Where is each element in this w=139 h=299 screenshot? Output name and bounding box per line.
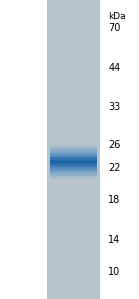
Bar — [50, 179, 97, 180]
Bar — [50, 164, 97, 165]
Text: 33: 33 — [108, 102, 121, 112]
Text: 22: 22 — [108, 163, 121, 173]
Bar — [50, 156, 97, 157]
Bar — [50, 174, 97, 175]
Bar — [50, 147, 97, 148]
Bar — [50, 145, 97, 146]
Bar — [50, 157, 97, 158]
Bar — [50, 146, 97, 147]
Bar — [50, 155, 97, 156]
Bar — [50, 170, 97, 171]
Text: 70: 70 — [108, 23, 121, 33]
Text: 14: 14 — [108, 235, 121, 245]
Bar — [50, 159, 97, 160]
Bar — [50, 150, 97, 151]
Bar — [50, 154, 97, 155]
Bar — [50, 176, 97, 177]
Bar — [50, 166, 97, 167]
Text: 10: 10 — [108, 267, 121, 277]
Bar — [50, 168, 97, 169]
Bar — [50, 144, 97, 145]
Bar — [50, 158, 97, 159]
Bar — [50, 152, 97, 153]
Bar — [50, 178, 97, 179]
Text: kDa: kDa — [108, 12, 126, 21]
Bar — [50, 162, 97, 163]
Bar — [50, 149, 97, 150]
Bar — [47, 0, 100, 299]
Bar — [50, 151, 97, 152]
Bar — [50, 163, 97, 164]
Bar — [50, 172, 97, 173]
Bar — [50, 153, 97, 154]
Text: 18: 18 — [108, 195, 121, 205]
Bar — [50, 165, 97, 166]
Bar — [50, 167, 97, 168]
Bar — [50, 175, 97, 176]
Bar — [50, 173, 97, 174]
Bar — [50, 160, 97, 161]
Bar — [50, 171, 97, 172]
Text: 44: 44 — [108, 63, 121, 73]
Text: 26: 26 — [108, 140, 121, 150]
Bar — [50, 169, 97, 170]
Bar — [50, 177, 97, 178]
Bar — [50, 148, 97, 149]
Bar — [50, 161, 97, 162]
